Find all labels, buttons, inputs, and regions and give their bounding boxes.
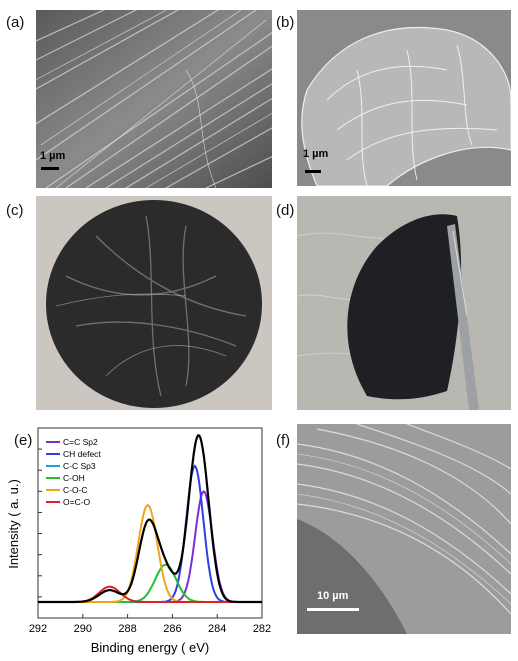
x-tick-label: 286 xyxy=(163,623,181,635)
panel-label-e: (e) xyxy=(14,432,33,449)
sem-image-a: 1 µm xyxy=(36,10,272,188)
legend-label: C-C Sp3 xyxy=(63,461,96,471)
x-axis-label: Binding energy ( eV) xyxy=(91,640,210,655)
series-line-c-oh xyxy=(38,563,262,603)
scale-bar-label-f: 10 µm xyxy=(317,590,349,602)
sem-image-b: 1 µm xyxy=(297,10,511,186)
x-tick-label: 284 xyxy=(208,623,226,635)
x-tick-label: 290 xyxy=(74,623,92,635)
envelope-line xyxy=(38,434,262,604)
x-tick-label: 288 xyxy=(118,623,136,635)
panel-label-a: (a) xyxy=(6,14,25,31)
x-tick-label: 292 xyxy=(29,623,47,635)
xps-chart: 292 290 288 286 284 282 C=C Sp2 CH defect C-C S… xyxy=(0,420,290,656)
legend-label: O=C-O xyxy=(63,497,91,507)
panel-label-f: (f) xyxy=(276,432,291,449)
plot-frame xyxy=(37,427,263,619)
legend-label: CH defect xyxy=(63,449,101,459)
sem-image-f: 10 µm xyxy=(297,424,511,634)
panel-label-c: (c) xyxy=(6,202,24,219)
y-axis-label: Intensity ( a. u.) xyxy=(6,479,21,569)
film-photo-d xyxy=(297,196,511,410)
legend-label: C=C Sp2 xyxy=(63,437,98,447)
legend-label: C-OH xyxy=(63,473,85,483)
legend-label: C-O-C xyxy=(63,485,88,495)
film-photo-c xyxy=(36,196,272,410)
scale-bar-label-b: 1 µm xyxy=(303,148,329,160)
panel-label-b: (b) xyxy=(276,14,295,31)
panel-label-d: (d) xyxy=(276,202,295,219)
x-tick-label: 282 xyxy=(253,623,271,635)
scale-bar-label-a: 1 µm xyxy=(40,150,66,162)
